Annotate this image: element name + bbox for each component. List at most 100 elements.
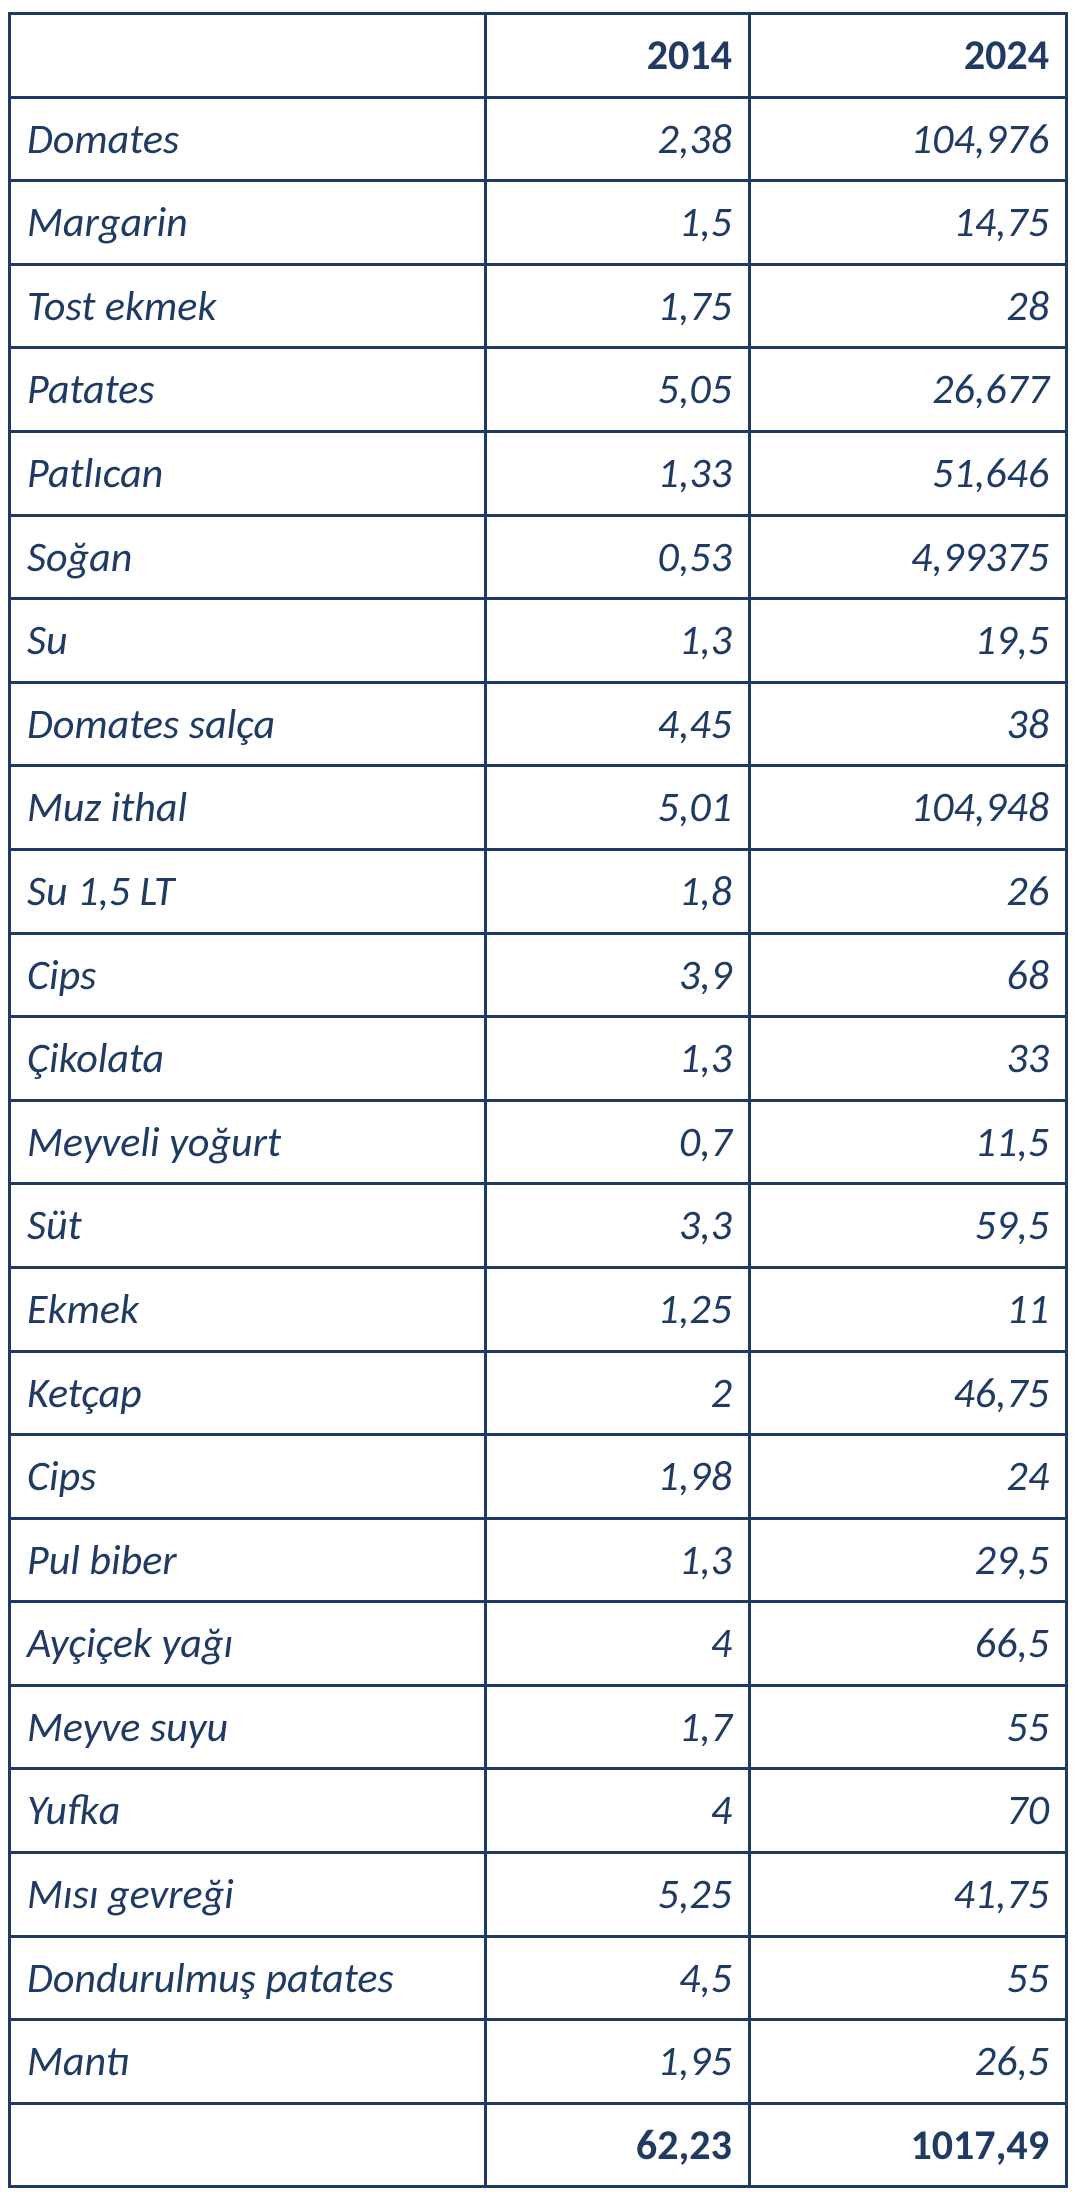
table-row: Mantı1,9526,5 [10,2020,1067,2104]
table-row: Soğan0,534,99375 [10,515,1067,599]
row-value-2024: 29,5 [749,1518,1066,1602]
row-label: Patates [10,348,486,432]
table-row: Ketçap246,75 [10,1351,1067,1435]
row-value-2024: 28 [749,264,1066,348]
row-label: Su 1,5 LT [10,849,486,933]
row-value-2024: 26 [749,849,1066,933]
row-label: Tost ekmek [10,264,486,348]
table-row: Margarin1,514,75 [10,181,1067,265]
row-value-2024: 55 [749,1685,1066,1769]
row-value-2014: 1,8 [485,849,749,933]
row-label: Ketçap [10,1351,486,1435]
row-value-2014: 4,5 [485,1936,749,2020]
row-label: Mantı [10,2020,486,2104]
table-row: Süt3,359,5 [10,1184,1067,1268]
row-value-2024: 46,75 [749,1351,1066,1435]
row-value-2014: 0,7 [485,1100,749,1184]
row-value-2024: 26,677 [749,348,1066,432]
row-value-2014: 1,7 [485,1685,749,1769]
row-value-2014: 3,3 [485,1184,749,1268]
table-row: Tost ekmek1,7528 [10,264,1067,348]
row-value-2014: 1,75 [485,264,749,348]
row-label: Mısı gevreği [10,1853,486,1937]
row-value-2024: 66,5 [749,1602,1066,1686]
table-row: Su1,319,5 [10,599,1067,683]
row-value-2014: 5,01 [485,766,749,850]
table-totals-row: 62,23 1017,49 [10,2103,1067,2187]
row-value-2024: 70 [749,1769,1066,1853]
row-value-2014: 1,5 [485,181,749,265]
row-value-2014: 5,05 [485,348,749,432]
row-label: Meyve suyu [10,1685,486,1769]
row-label: Dondurulmuş patates [10,1936,486,2020]
table-row: Yufka470 [10,1769,1067,1853]
row-label: Cips [10,1435,486,1519]
row-value-2024: 51,646 [749,431,1066,515]
row-value-2024: 24 [749,1435,1066,1519]
row-label: Süt [10,1184,486,1268]
row-value-2024: 38 [749,682,1066,766]
table-header-row: 2014 2024 [10,14,1067,98]
row-value-2024: 59,5 [749,1184,1066,1268]
row-label: Patlıcan [10,431,486,515]
row-value-2014: 3,9 [485,933,749,1017]
row-value-2024: 4,99375 [749,515,1066,599]
table-row: Ekmek1,2511 [10,1267,1067,1351]
row-value-2024: 14,75 [749,181,1066,265]
table-row: Patlıcan1,3351,646 [10,431,1067,515]
table-row: Muz ithal5,01104,948 [10,766,1067,850]
row-value-2014: 2 [485,1351,749,1435]
table-row: Cips3,968 [10,933,1067,1017]
price-comparison-table: 2014 2024 Domates2,38104,976Margarin1,51… [8,12,1068,2188]
row-value-2014: 1,25 [485,1267,749,1351]
row-value-2014: 1,3 [485,1518,749,1602]
row-value-2014: 1,3 [485,599,749,683]
totals-year-1: 62,23 [485,2103,749,2187]
row-value-2024: 26,5 [749,2020,1066,2104]
row-value-2024: 68 [749,933,1066,1017]
header-year-2: 2024 [749,14,1066,98]
row-label: Domates salça [10,682,486,766]
row-value-2014: 1,33 [485,431,749,515]
row-value-2024: 104,948 [749,766,1066,850]
table-row: Su 1,5 LT1,826 [10,849,1067,933]
table-row: Domates2,38104,976 [10,97,1067,181]
row-label: Ekmek [10,1267,486,1351]
header-year-1: 2014 [485,14,749,98]
row-value-2014: 4 [485,1769,749,1853]
header-empty [10,14,486,98]
row-value-2014: 0,53 [485,515,749,599]
row-value-2014: 1,3 [485,1017,749,1101]
row-label: Domates [10,97,486,181]
table-row: Meyveli yoğurt0,711,5 [10,1100,1067,1184]
totals-year-2: 1017,49 [749,2103,1066,2187]
row-value-2024: 104,976 [749,97,1066,181]
table-row: Patates5,0526,677 [10,348,1067,432]
row-value-2014: 2,38 [485,97,749,181]
row-value-2014: 5,25 [485,1853,749,1937]
table-row: Domates salça4,4538 [10,682,1067,766]
row-value-2024: 11 [749,1267,1066,1351]
row-value-2014: 4 [485,1602,749,1686]
row-label: Ayçiçek yağı [10,1602,486,1686]
row-label: Margarin [10,181,486,265]
row-value-2024: 19,5 [749,599,1066,683]
row-label: Meyveli yoğurt [10,1100,486,1184]
row-label: Muz ithal [10,766,486,850]
row-value-2024: 41,75 [749,1853,1066,1937]
totals-empty [10,2103,486,2187]
row-label: Çikolata [10,1017,486,1101]
row-label: Soğan [10,515,486,599]
table-row: Pul biber1,329,5 [10,1518,1067,1602]
table-row: Dondurulmuş patates4,555 [10,1936,1067,2020]
row-label: Yufka [10,1769,486,1853]
table-row: Cips1,9824 [10,1435,1067,1519]
row-label: Pul biber [10,1518,486,1602]
table-row: Çikolata1,333 [10,1017,1067,1101]
row-label: Su [10,599,486,683]
row-label: Cips [10,933,486,1017]
row-value-2014: 1,98 [485,1435,749,1519]
table-row: Mısı gevreği5,2541,75 [10,1853,1067,1937]
row-value-2024: 33 [749,1017,1066,1101]
row-value-2024: 11,5 [749,1100,1066,1184]
